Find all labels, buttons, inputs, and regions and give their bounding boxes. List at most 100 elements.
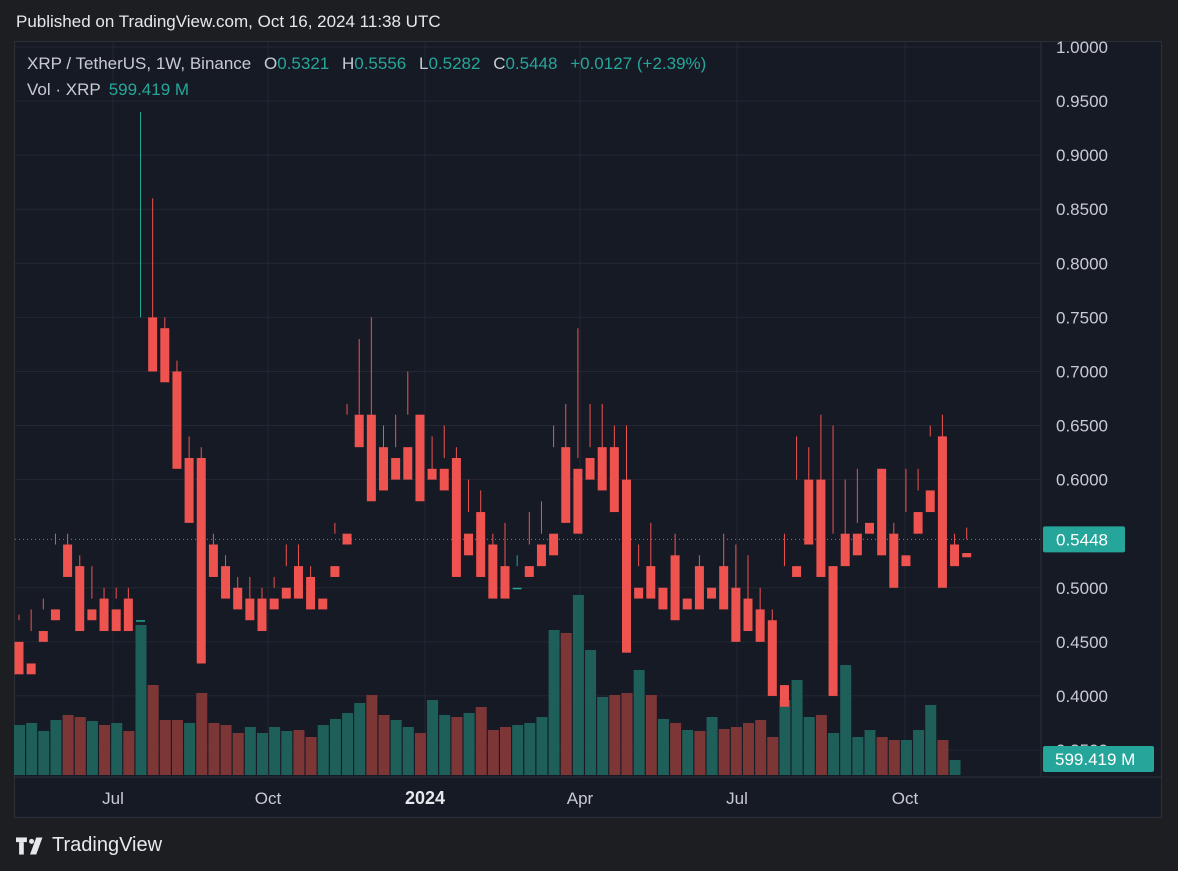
volume-bar — [730, 727, 742, 775]
candle-body — [840, 533, 850, 567]
last-price-badge — [1043, 526, 1125, 553]
volume-bar — [888, 740, 900, 775]
y-tick-label: 1.0000 — [1056, 38, 1108, 57]
candle-body — [682, 598, 692, 610]
volume-bar — [147, 685, 159, 775]
volume-bar — [123, 731, 135, 775]
candle-body — [865, 522, 874, 534]
candle-body — [658, 587, 668, 610]
volume-bar — [925, 705, 937, 775]
candle-body — [536, 544, 546, 567]
candle-body — [877, 468, 887, 556]
volume-bar — [633, 670, 645, 775]
candle-body — [184, 457, 194, 523]
candle-body — [38, 631, 48, 642]
candle-body — [500, 566, 510, 599]
x-tick-label: Oct — [255, 789, 282, 808]
volume-value: 599.419 M — [108, 80, 190, 99]
volume-bar — [682, 730, 694, 775]
volume-bar — [645, 695, 657, 775]
y-tick-label: 0.4000 — [1056, 687, 1108, 706]
volume-bar — [560, 633, 572, 775]
volume-bar — [512, 725, 524, 775]
candle-body — [962, 553, 972, 558]
candle-body — [330, 566, 340, 577]
volume-bar — [74, 717, 86, 775]
volume-bar — [937, 740, 949, 775]
candle-body — [524, 566, 534, 577]
candle-body — [779, 685, 789, 707]
published-header: Published on TradingView.com, Oct 16, 20… — [16, 12, 441, 31]
x-tick-label: Jul — [726, 789, 748, 808]
candle-body — [804, 479, 814, 545]
low-value: 0.5282 — [428, 54, 481, 73]
volume-bar — [463, 713, 475, 775]
last-price-label: 0.5448 — [1056, 530, 1108, 549]
open-value: 0.5321 — [277, 54, 330, 73]
candle-body — [913, 512, 923, 534]
volume-bar — [864, 730, 876, 775]
x-tick-label: Jul — [102, 789, 124, 808]
candle-body — [792, 566, 802, 577]
candle-body — [464, 533, 474, 556]
volume-bar — [840, 665, 852, 775]
volume-bar — [852, 737, 864, 775]
volume-bar — [317, 725, 329, 775]
candle-body — [293, 566, 303, 599]
volume-bar — [828, 733, 840, 775]
volume-label: Vol · XRP — [27, 80, 101, 99]
candle-body — [609, 447, 619, 513]
candle-body — [136, 620, 145, 622]
volume-bar — [815, 715, 827, 775]
volume-bar — [524, 723, 536, 775]
change-value: +0.0127 (+2.39%) — [570, 54, 707, 73]
candle-body — [767, 620, 777, 696]
volume-bar — [439, 715, 451, 775]
volume-legend: Vol · XRP 599.419 M — [27, 80, 189, 100]
candle-body — [670, 555, 680, 621]
x-tick-label: 2024 — [405, 788, 445, 808]
volume-bar — [500, 727, 511, 775]
volume-bar — [111, 723, 123, 775]
volume-bar — [670, 723, 682, 775]
volume-bar — [220, 725, 232, 775]
volume-bar — [305, 737, 317, 775]
candle-body — [694, 566, 704, 610]
close-value: 0.5448 — [505, 54, 558, 73]
candle-body — [306, 576, 316, 610]
volume-bar — [184, 723, 196, 775]
y-tick-label: 0.8000 — [1056, 254, 1108, 273]
volume-bar — [14, 725, 25, 775]
candle-body — [731, 587, 741, 642]
volume-bar — [597, 697, 609, 775]
candle-body — [937, 436, 947, 588]
volume-bar — [743, 723, 754, 775]
candle-body — [196, 457, 206, 664]
volume-bar — [548, 630, 560, 775]
candle-body — [221, 566, 231, 599]
candle-body — [755, 609, 765, 642]
volume-bar — [62, 715, 74, 775]
candle-body — [634, 587, 644, 599]
candle-body — [63, 544, 73, 577]
candle-body — [451, 457, 461, 577]
y-tick-label: 0.4500 — [1056, 633, 1108, 652]
y-tick-label: 0.7000 — [1056, 362, 1108, 381]
volume-bar — [536, 717, 548, 775]
candle-body — [14, 641, 24, 675]
volume-bar — [779, 700, 791, 775]
y-tick-label: 0.9500 — [1056, 92, 1108, 111]
candle-body — [354, 414, 364, 448]
candle-body — [427, 468, 437, 480]
volume-bar — [196, 693, 208, 775]
candle-body — [87, 609, 97, 621]
open-label: O — [264, 54, 278, 73]
candle-body — [123, 598, 133, 632]
candle-body — [26, 663, 36, 675]
symbol-label: XRP / TetherUS, 1W, Binance — [27, 54, 252, 73]
footer[interactable]: TradingView — [16, 834, 162, 857]
volume-bar — [208, 723, 220, 775]
volume-bar — [791, 680, 803, 775]
candle-body — [707, 587, 717, 599]
